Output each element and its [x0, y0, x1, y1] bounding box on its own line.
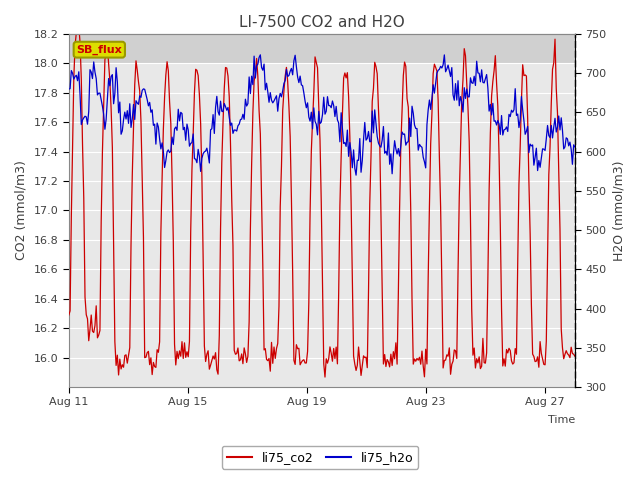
- Y-axis label: H2O (mmol/m3): H2O (mmol/m3): [612, 160, 625, 261]
- Title: LI-7500 CO2 and H2O: LI-7500 CO2 and H2O: [239, 15, 404, 30]
- Text: SB_flux: SB_flux: [76, 45, 122, 55]
- Legend: li75_co2, li75_h2o: li75_co2, li75_h2o: [221, 446, 419, 469]
- Bar: [69, 34, 575, 63]
- Y-axis label: CO2 (mmol/m3): CO2 (mmol/m3): [15, 160, 28, 261]
- Text: Time: Time: [548, 415, 575, 425]
